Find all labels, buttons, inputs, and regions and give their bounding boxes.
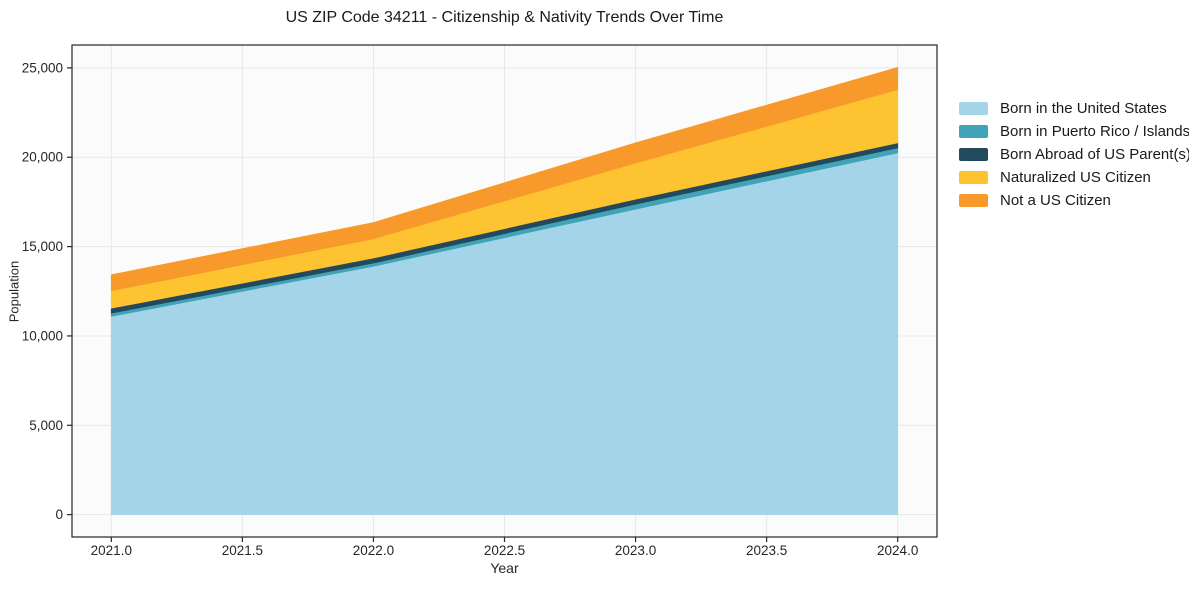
x-tick-label: 2023.5 xyxy=(746,543,787,558)
y-tick-label: 20,000 xyxy=(22,150,63,165)
y-tick-label: 25,000 xyxy=(22,60,63,75)
legend-swatch-icon xyxy=(959,171,988,184)
legend-swatch-icon xyxy=(959,194,988,207)
legend-swatch-icon xyxy=(959,148,988,161)
x-tick-label: 2021.5 xyxy=(222,543,263,558)
x-tick-label: 2022.5 xyxy=(484,543,525,558)
x-tick-label: 2023.0 xyxy=(615,543,656,558)
y-tick-label: 5,000 xyxy=(29,418,63,433)
legend-label: Not a US Citizen xyxy=(1000,192,1111,209)
legend: Born in the United States Born in Puerto … xyxy=(959,97,1189,212)
legend-label: Born in the United States xyxy=(1000,100,1167,117)
y-tick-label: 10,000 xyxy=(22,328,63,343)
legend-item-1: Born in Puerto Rico / Islands xyxy=(959,120,1189,143)
chart-title: US ZIP Code 34211 - Citizenship & Nativi… xyxy=(285,9,724,26)
y-tick-label: 15,000 xyxy=(22,239,63,254)
legend-item-4: Not a US Citizen xyxy=(959,189,1189,212)
legend-label: Born in Puerto Rico / Islands xyxy=(1000,123,1189,140)
y-tick-label: 0 xyxy=(55,507,63,522)
x-tick-label: 2022.0 xyxy=(353,543,394,558)
legend-item-3: Naturalized US Citizen xyxy=(959,166,1189,189)
legend-item-2: Born Abroad of US Parent(s) xyxy=(959,143,1189,166)
x-tick-label: 2024.0 xyxy=(877,543,918,558)
legend-label: Naturalized US Citizen xyxy=(1000,169,1151,186)
legend-item-0: Born in the United States xyxy=(959,97,1189,120)
legend-swatch-icon xyxy=(959,125,988,138)
x-tick-label: 2021.0 xyxy=(91,543,132,558)
legend-label: Born Abroad of US Parent(s) xyxy=(1000,146,1189,163)
x-axis-label: Year xyxy=(490,560,519,576)
y-axis-label: Population xyxy=(6,260,22,323)
legend-swatch-icon xyxy=(959,102,988,115)
area-series-4 xyxy=(110,66,899,292)
